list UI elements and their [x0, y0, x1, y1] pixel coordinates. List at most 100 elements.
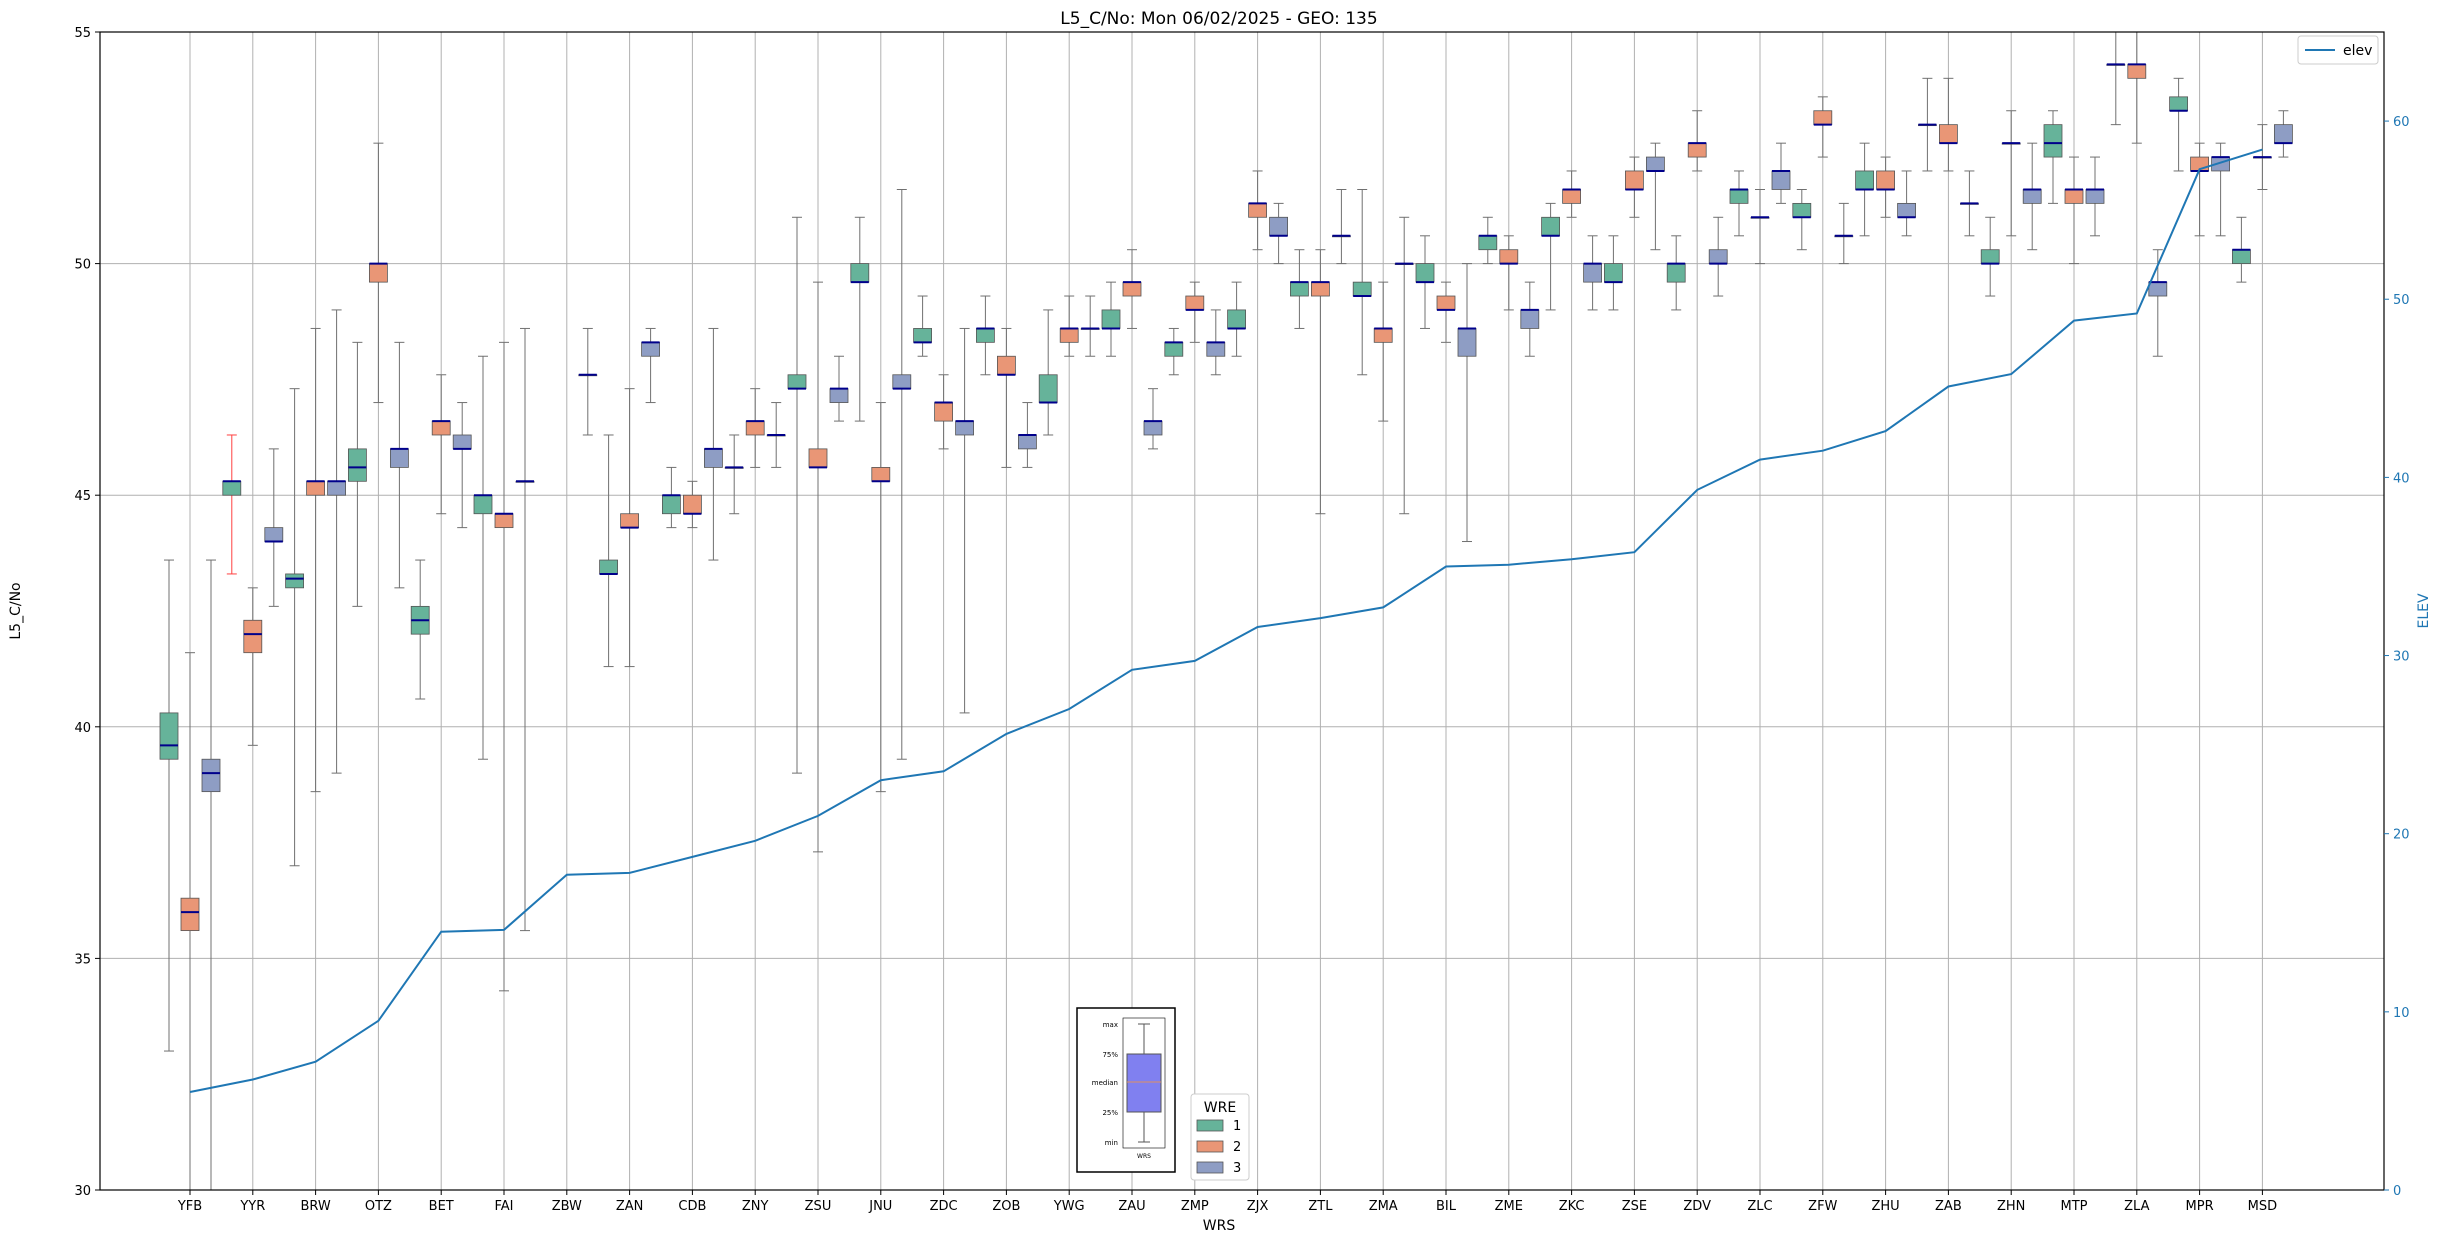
box-wre-3 — [641, 341, 660, 357]
elev-legend-label: elev — [2343, 43, 2372, 59]
box-wre-3 — [1143, 420, 1163, 436]
box-wre-1 — [1478, 235, 1498, 251]
box-wre-1 — [976, 328, 995, 343]
y-tick-label: 45 — [74, 489, 91, 504]
box-wre-1 — [599, 559, 618, 575]
box-wre-2 — [306, 480, 326, 496]
box-wre-2 — [871, 467, 891, 482]
box-wre-2 — [1939, 124, 1958, 144]
x-tick-label: YWG — [1053, 1199, 1085, 1214]
wre-legend-swatch-3 — [1196, 1161, 1224, 1174]
elev-legend: elev — [2297, 35, 2379, 65]
box-wre-2 — [1122, 281, 1142, 297]
box-wre-2 — [2127, 64, 2147, 79]
chart-title: L5_C/No: Mon 06/02/2025 - GEO: 135 — [1060, 9, 1377, 29]
box-wre-3 — [829, 388, 849, 403]
box-explainer-label-median: median — [1092, 1079, 1118, 1087]
x-tick-label: ZAN — [616, 1199, 644, 1214]
box-wre-3 — [2148, 281, 2168, 297]
box-wre-3 — [1269, 216, 1288, 237]
x-tick-label: ZDC — [930, 1199, 958, 1214]
box-wre-1 — [787, 374, 807, 390]
box-wre-3 — [389, 448, 409, 468]
y2-tick-label: 40 — [2393, 471, 2410, 486]
box-wre-1 — [913, 328, 932, 343]
y-axis-ticks: 30 35 40 45 50 55 — [74, 26, 100, 1199]
x-tick-label: ZMP — [1181, 1199, 1209, 1214]
box-explainer-label-max: max — [1103, 1021, 1118, 1029]
box-explainer-label-q3: 75% — [1102, 1051, 1118, 1059]
y2-tick-label: 10 — [2393, 1006, 2410, 1021]
wre-legend-swatch-1 — [1196, 1119, 1224, 1132]
box-wre-3 — [201, 758, 221, 793]
y2-tick-label: 30 — [2393, 650, 2410, 665]
box-wre-3 — [1206, 341, 1226, 357]
box-wre-1 — [1792, 202, 1812, 218]
elev-legend-frame — [2297, 35, 2379, 65]
box-wre-1 — [473, 494, 493, 515]
y2-axis-label: ELEV — [2416, 593, 2432, 628]
wre-legend-title: WRE — [1204, 1100, 1236, 1116]
x-tick-label: ZJX — [1247, 1199, 1269, 1214]
x-tick-label: MSD — [2248, 1199, 2277, 1214]
box-wre-1 — [2231, 249, 2251, 264]
box-wre-1 — [1980, 249, 2000, 264]
box-wre-2 — [368, 263, 388, 283]
x-tick-label: CDB — [678, 1199, 706, 1214]
x-tick-label: ZFW — [1808, 1199, 1837, 1214]
box-explainer-label-q1: 25% — [1102, 1109, 1118, 1117]
x-tick-label: ZLC — [1747, 1199, 1772, 1214]
y2-tick-label: 20 — [2393, 828, 2410, 843]
box-wre-1 — [850, 263, 870, 283]
box-wre-1 — [222, 480, 242, 496]
x-tick-label: BIL — [1436, 1199, 1457, 1214]
box-wre-1 — [1855, 170, 1874, 190]
box-wre-1 — [1038, 374, 1058, 403]
box-wre-3 — [704, 448, 723, 468]
box-wre-2 — [1499, 249, 1519, 264]
box-wre-1 — [1729, 189, 1749, 204]
box-wre-1 — [662, 494, 681, 515]
box-wre-3 — [2273, 124, 2293, 144]
box-wre-3 — [1018, 434, 1037, 450]
x-tick-label: ZHU — [1871, 1199, 1899, 1214]
box-wre-1 — [1352, 281, 1372, 297]
box-wre-2 — [1687, 142, 1707, 158]
y2-tick-label: 50 — [2393, 293, 2410, 308]
box-wre-1 — [1604, 263, 1623, 283]
x-tick-label: MTP — [2061, 1199, 2088, 1214]
box-explainer-xlabel: WRS — [1137, 1153, 1151, 1160]
box-wre-1 — [285, 573, 305, 589]
x-tick-label: YFB — [177, 1199, 202, 1214]
x-tick-label: ZME — [1495, 1199, 1523, 1214]
x-tick-label: ZNY — [742, 1199, 769, 1214]
box-explainer-box — [1126, 1053, 1162, 1113]
x-tick-label: ZSE — [1622, 1199, 1647, 1214]
box-wre-3 — [1583, 263, 1602, 283]
box-wre-1 — [1101, 309, 1121, 329]
box-wre-2 — [1813, 110, 1833, 126]
wre-legend-label-1: 1 — [1233, 1119, 1241, 1134]
box-wre-3 — [264, 527, 284, 542]
box-wre-2 — [808, 448, 828, 468]
box-wre-2 — [431, 420, 451, 436]
elev-line-group — [189, 148, 2263, 1093]
box-wre-2 — [1625, 170, 1644, 190]
box-wre-3 — [892, 374, 912, 390]
box-wre-3 — [1897, 202, 1916, 218]
y-tick-label: 35 — [74, 952, 91, 967]
box-wre-3 — [2022, 189, 2042, 204]
x-tick-label: FAI — [494, 1199, 513, 1214]
boxes — [159, 63, 2293, 932]
y-axis-label: L5_C/No — [8, 582, 24, 639]
box-wre-1 — [2043, 124, 2063, 158]
box-wre-3 — [1457, 328, 1477, 357]
box-wre-2 — [1562, 189, 1581, 204]
x-tick-label: ZLA — [2124, 1199, 2149, 1214]
y-tick-label: 55 — [74, 26, 91, 41]
box-wre-2 — [2064, 189, 2084, 204]
box-wre-2 — [620, 513, 639, 529]
wre-legend: WRE 1 2 3 — [1190, 1093, 1250, 1181]
box-explainer: max 75% median 25% min WRS — [1076, 1007, 1176, 1173]
